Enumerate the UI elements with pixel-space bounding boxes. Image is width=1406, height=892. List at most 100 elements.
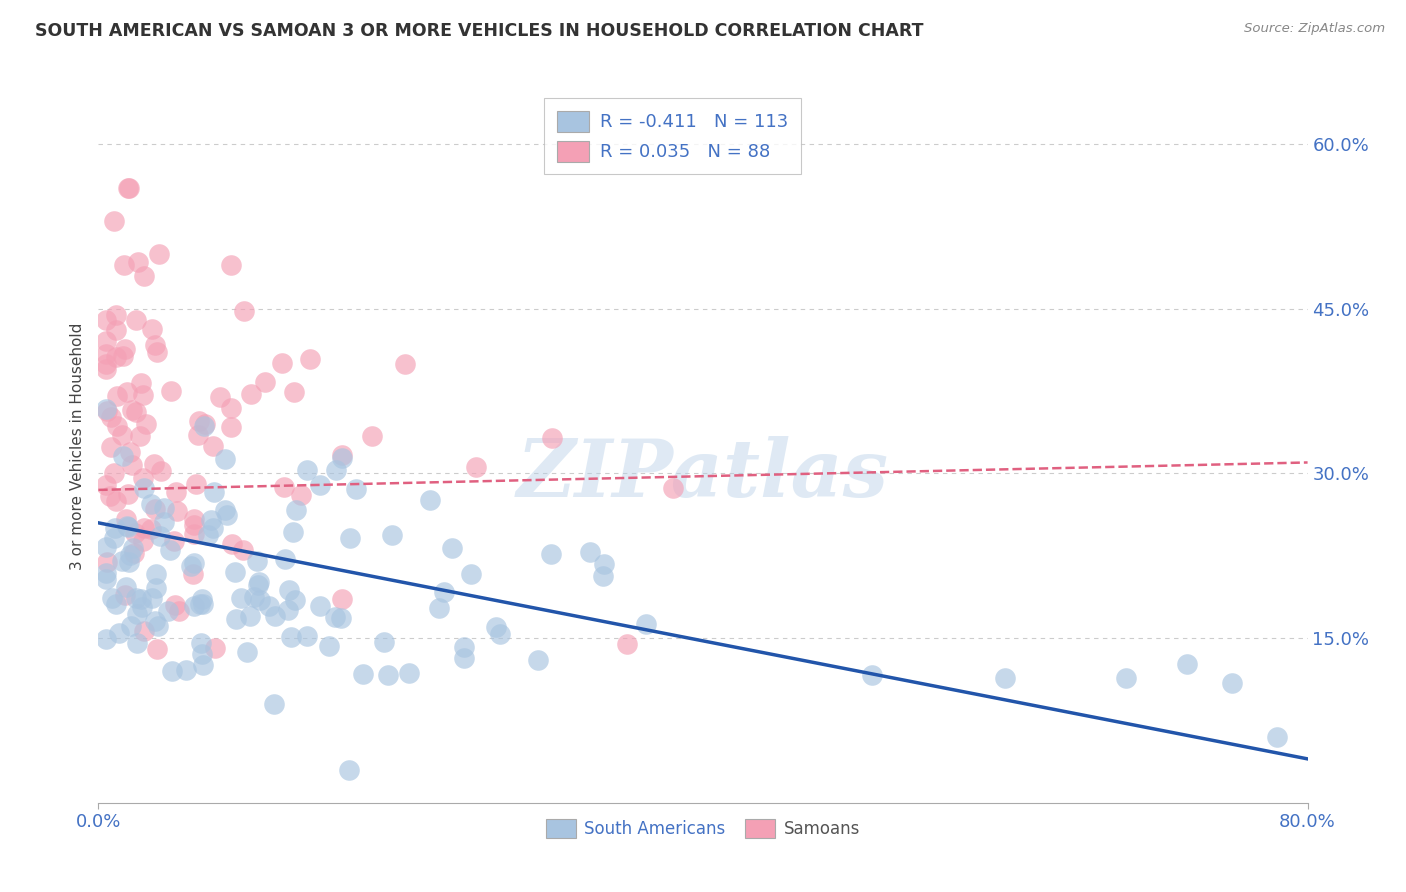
Point [274, 552, 297, 566]
Point [183, 526, 205, 541]
Point [103, 466, 125, 480]
Point [441, 541, 464, 556]
Point [117, 181, 139, 195]
Point [337, 763, 360, 777]
Point [453, 640, 475, 654]
Point [104, 494, 127, 508]
Point [278, 582, 301, 597]
Point [194, 417, 217, 431]
Point [221, 401, 243, 416]
Point [1115, 671, 1137, 685]
Point [153, 516, 176, 530]
Point [193, 657, 215, 672]
Point [540, 547, 562, 561]
Point [240, 387, 263, 401]
Point [114, 342, 136, 356]
Point [150, 464, 173, 478]
Point [167, 604, 190, 618]
Point [104, 350, 127, 364]
Point [131, 376, 153, 391]
Point [143, 614, 166, 628]
Point [94, 334, 117, 348]
Point [100, 440, 122, 454]
Point [224, 565, 246, 579]
Point [485, 620, 508, 634]
Point [148, 247, 170, 261]
Point [297, 629, 319, 643]
Point [112, 258, 135, 272]
Point [191, 598, 214, 612]
Point [105, 419, 128, 434]
Point [339, 531, 361, 545]
Point [165, 598, 187, 612]
Point [208, 390, 231, 404]
Point [105, 389, 128, 403]
Point [129, 429, 152, 443]
Legend: South Americans, Samoans: South Americans, Samoans [538, 812, 868, 845]
Point [160, 664, 183, 678]
Point [190, 647, 212, 661]
Point [290, 488, 312, 502]
Point [295, 463, 318, 477]
Text: ZIPatlas: ZIPatlas [517, 436, 889, 513]
Point [247, 574, 270, 589]
Point [202, 484, 225, 499]
Point [96, 404, 118, 418]
Point [94, 572, 117, 586]
Point [330, 450, 353, 465]
Point [197, 528, 219, 542]
Point [135, 417, 157, 431]
Point [284, 592, 307, 607]
Point [104, 323, 127, 337]
Point [373, 635, 395, 649]
Point [127, 607, 149, 622]
Point [141, 591, 163, 606]
Point [94, 357, 117, 371]
Point [127, 255, 149, 269]
Point [1220, 675, 1243, 690]
Point [257, 599, 280, 613]
Point [201, 521, 224, 535]
Point [344, 482, 367, 496]
Point [145, 581, 167, 595]
Point [114, 589, 136, 603]
Point [166, 504, 188, 518]
Point [427, 600, 450, 615]
Point [125, 312, 148, 326]
Point [352, 666, 374, 681]
Point [308, 478, 330, 492]
Point [246, 554, 269, 568]
Point [145, 567, 167, 582]
Point [94, 347, 117, 361]
Point [111, 428, 134, 442]
Point [117, 520, 139, 534]
Point [225, 612, 247, 626]
Point [101, 591, 124, 605]
Point [239, 608, 262, 623]
Point [214, 452, 236, 467]
Point [181, 566, 204, 581]
Point [120, 619, 142, 633]
Point [100, 489, 122, 503]
Point [111, 350, 134, 364]
Point [180, 559, 202, 574]
Point [318, 639, 340, 653]
Point [186, 477, 208, 491]
Point [94, 566, 117, 580]
Point [156, 604, 179, 618]
Point [94, 540, 117, 554]
Point [96, 556, 118, 570]
Point [104, 597, 127, 611]
Point [141, 497, 163, 511]
Point [460, 566, 482, 581]
Point [214, 503, 236, 517]
Point [285, 503, 308, 517]
Point [132, 471, 155, 485]
Point [1267, 731, 1289, 745]
Point [132, 268, 155, 283]
Point [264, 609, 287, 624]
Point [159, 543, 181, 558]
Point [141, 321, 163, 335]
Point [377, 668, 399, 682]
Point [527, 653, 550, 667]
